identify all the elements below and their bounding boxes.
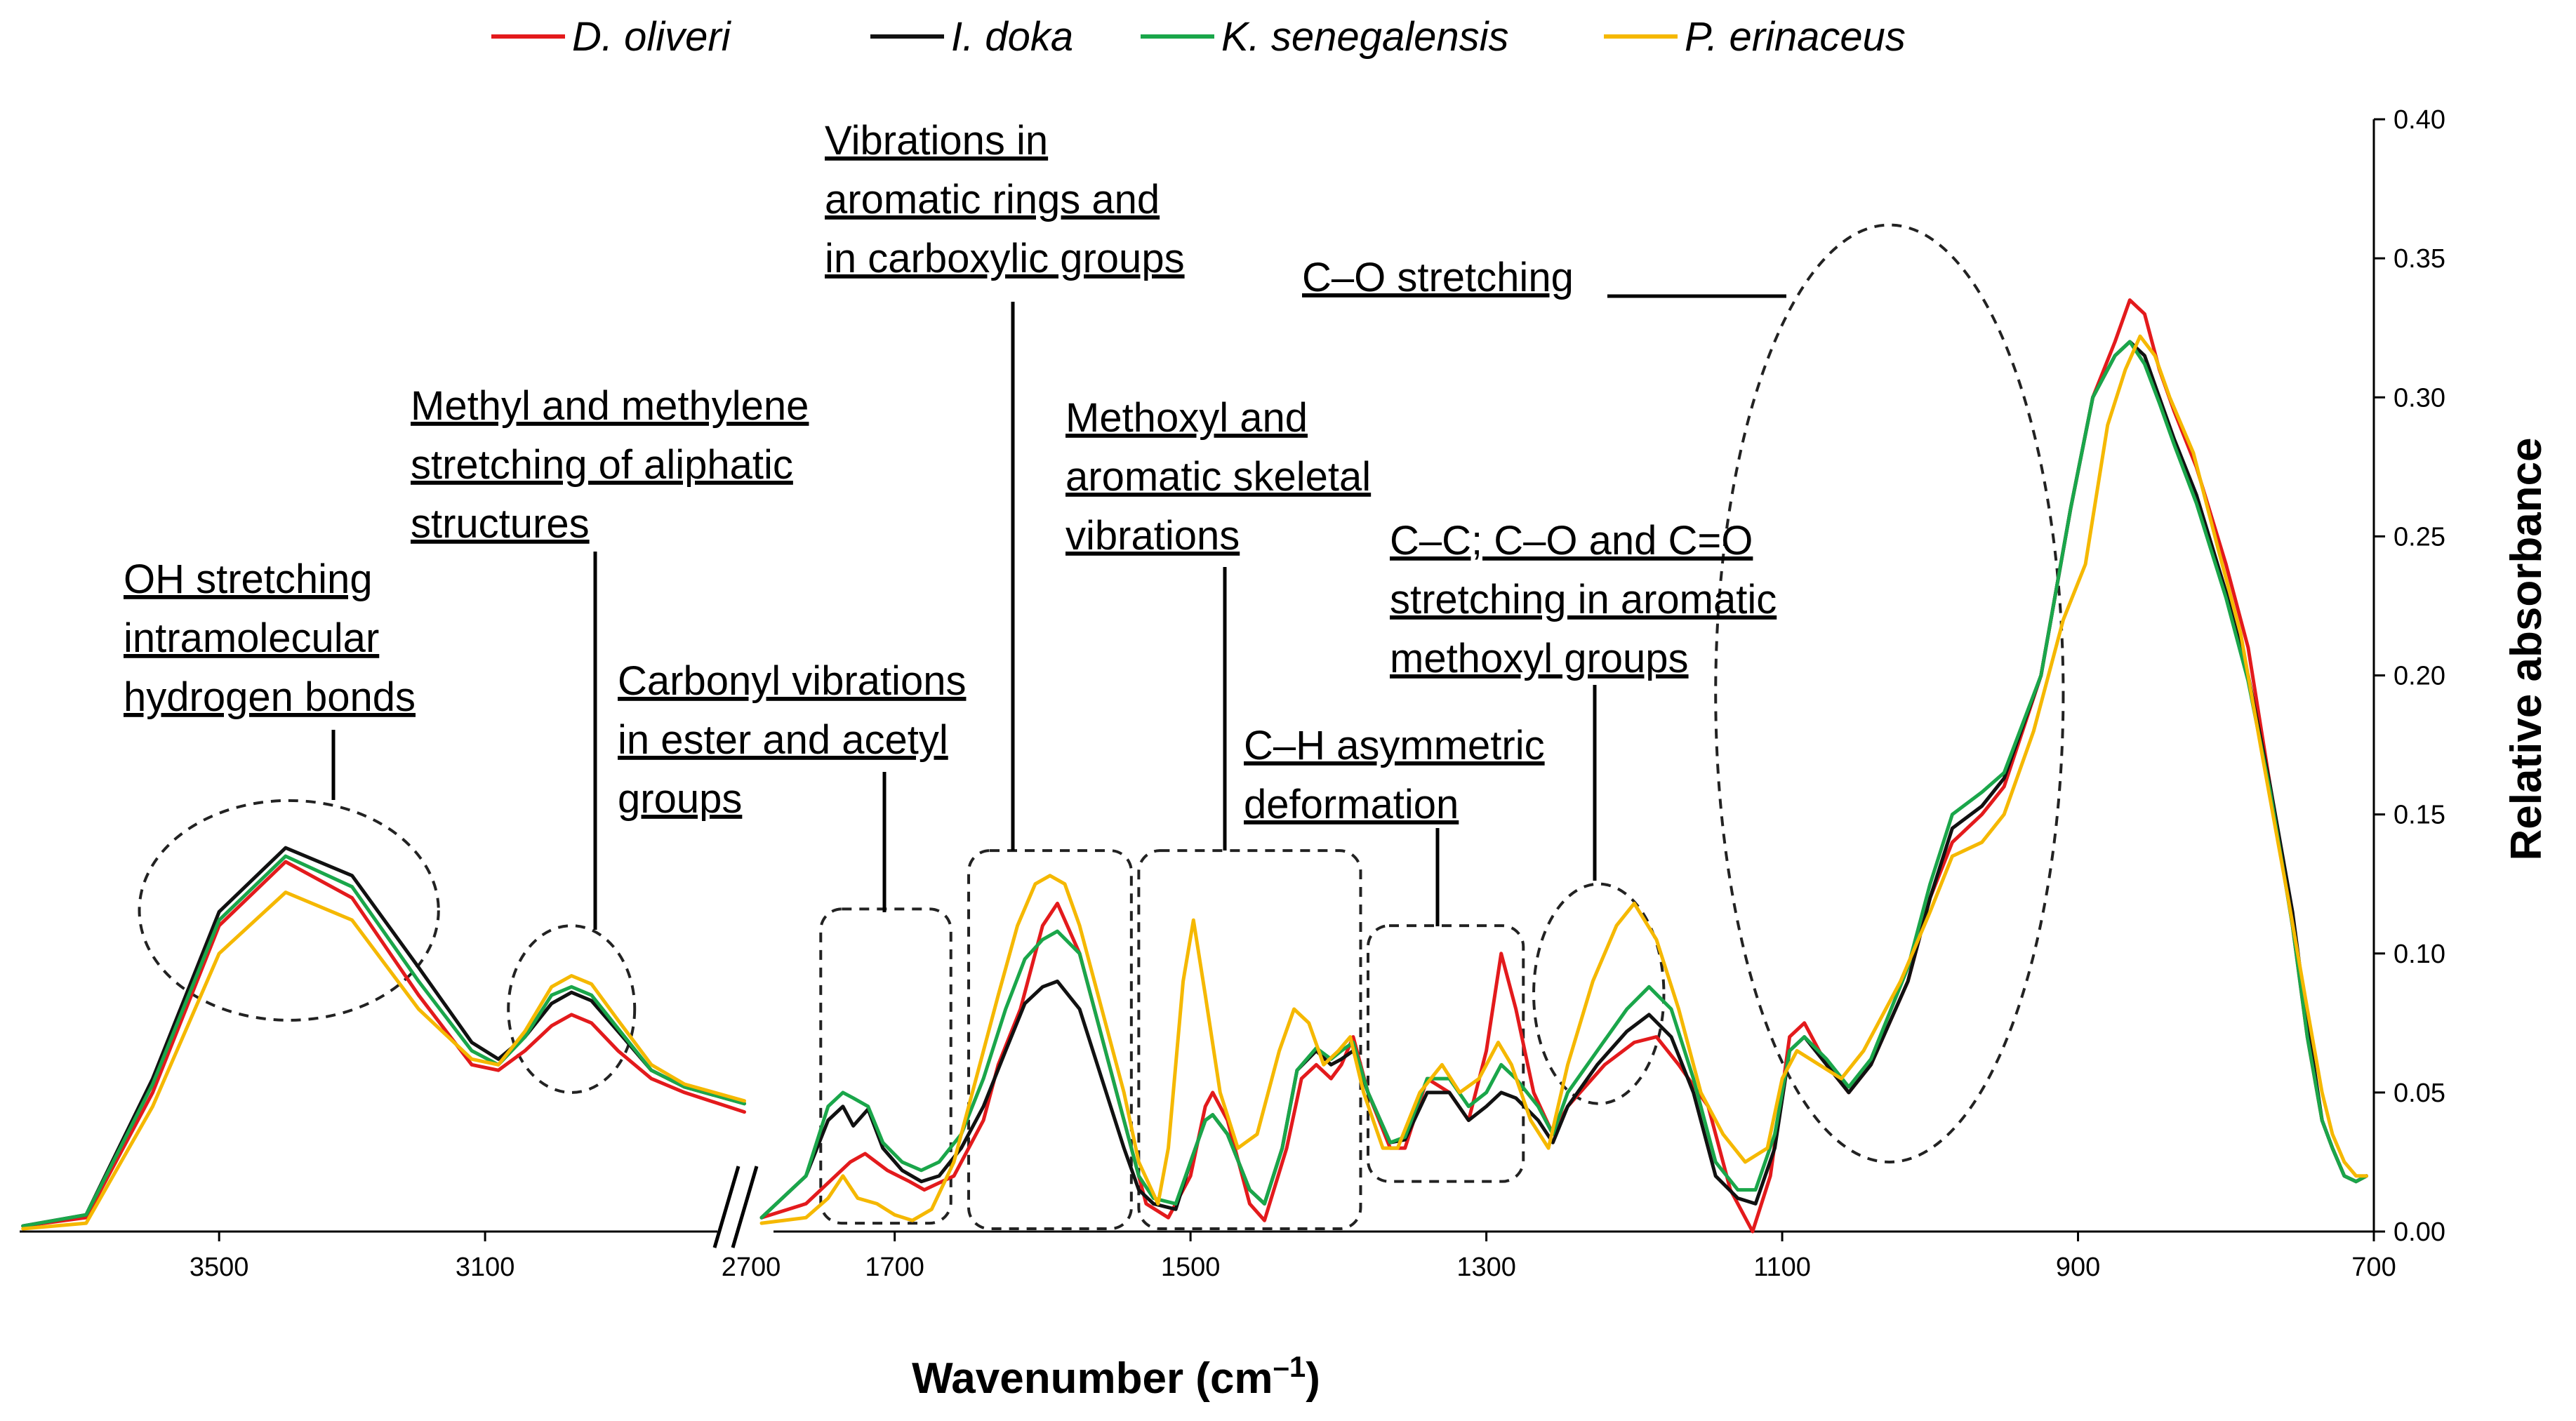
- annotation-text: deformation: [1244, 782, 1459, 827]
- region-ellipse: [138, 799, 440, 1022]
- y-tick-label: 0.00: [2394, 1217, 2445, 1247]
- y-tick-label: 0.35: [2394, 244, 2445, 274]
- legend: D. oliveri I. doka K. senegalensis P. erina…: [491, 14, 1906, 60]
- annotation-text: vibrations: [1065, 513, 1240, 559]
- annotation-text: C–H asymmetric: [1244, 723, 1545, 768]
- y-axis-title: Relative absorbance: [2502, 437, 2551, 860]
- y-tick-label: 0.05: [2394, 1079, 2445, 1108]
- annotation-text: stretching in aromatic: [1390, 577, 1777, 622]
- y-tick-label: 0.20: [2394, 662, 2445, 691]
- annotation: Methoxyl and aromatic skeletal vibrations: [1065, 395, 1371, 850]
- annotation-text: Methyl and methylene: [411, 383, 809, 429]
- x-tick-label: 900: [2056, 1253, 2100, 1282]
- legend-label: K. senegalensis: [1221, 14, 1508, 60]
- annotation-text: aromatic rings and: [825, 177, 1160, 222]
- annotation-text: C–C; C–O and C=O: [1390, 518, 1753, 563]
- annotation-text: C–O stretching: [1302, 255, 1574, 300]
- legend-entry: I. doka: [870, 14, 1073, 60]
- region-outlines: [138, 223, 2065, 1231]
- annotation: Carbonyl vibrations in ester and acetyl gr…: [618, 658, 966, 912]
- annotation: C–C; C–O and C=O stretching in aromatic me…: [1390, 518, 1777, 881]
- annotation-text: intramolecular: [124, 615, 379, 661]
- axis-break-mark: [712, 1165, 774, 1248]
- x-tick-label: 700: [2351, 1253, 2396, 1282]
- x-tick-label: 1100: [1753, 1253, 1811, 1282]
- annotation-text: methoxyl groups: [1390, 636, 1689, 681]
- annotation-text: Carbonyl vibrations: [618, 658, 966, 704]
- annotation: Vibrations in aromatic rings and in carbox…: [825, 118, 1185, 850]
- annotation-text: OH stretching: [124, 556, 373, 602]
- legend-entry: P. erinaceus: [1604, 14, 1906, 60]
- region-ellipse: [507, 924, 637, 1094]
- legend-label: I. doka: [951, 14, 1073, 60]
- annotation-text: Vibrations in: [825, 118, 1048, 164]
- series-line-k-senegalensis-fingerprint: [759, 340, 2368, 1220]
- annotation-text: structures: [411, 501, 590, 547]
- series-line-p-erinaceus-fingerprint: [759, 334, 2368, 1225]
- legend-entry: D. oliveri: [491, 14, 732, 60]
- annotation: C–H asymmetric deformation: [1244, 723, 1545, 926]
- annotations: OH stretching intramolecular hydrogen bond…: [124, 118, 1786, 930]
- axes: 0.00 0.05 0.10 0.15 0.20 0.25 0.30 0.35 0.40 3500…: [20, 105, 2445, 1282]
- region-box: [967, 849, 1133, 1231]
- annotation: C–O stretching: [1302, 255, 1786, 300]
- annotation-text: stretching of aliphatic: [411, 442, 793, 488]
- y-tick-label: 0.30: [2394, 383, 2445, 413]
- y-tick-label: 0.15: [2394, 801, 2445, 830]
- x-tick-label: 2700: [722, 1253, 781, 1282]
- annotation: OH stretching intramolecular hydrogen bond…: [124, 556, 416, 800]
- y-tick-label: 0.10: [2394, 940, 2445, 969]
- region-box: [1137, 849, 1362, 1231]
- annotation-text: in carboxylic groups: [825, 236, 1185, 281]
- legend-entry: K. senegalensis: [1141, 14, 1508, 60]
- x-tick-label: 3500: [190, 1253, 249, 1282]
- annotation-text: aromatic skeletal: [1065, 454, 1371, 500]
- annotation-text: groups: [618, 776, 742, 822]
- x-axis-title: Wavenumber (cm–1): [912, 1350, 1320, 1403]
- y-tick-label: 0.25: [2394, 522, 2445, 552]
- x-tick-label: 1700: [865, 1253, 924, 1282]
- legend-label: P. erinaceus: [1685, 14, 1906, 60]
- annotation-text: Methoxyl and: [1065, 395, 1308, 441]
- x-tick-label: 3100: [456, 1253, 515, 1282]
- region-ellipse: [1714, 223, 2065, 1163]
- annotation-text: hydrogen bonds: [124, 674, 416, 720]
- legend-label: D. oliveri: [572, 14, 732, 60]
- x-tick-label: 1300: [1456, 1253, 1516, 1282]
- plot-area: [21, 298, 2368, 1234]
- y-tick-label: 0.40: [2394, 105, 2445, 135]
- x-tick-label: 1500: [1161, 1253, 1221, 1282]
- annotation: Methyl and methylene stretching of alipha…: [411, 383, 809, 930]
- region-box: [1367, 924, 1525, 1183]
- series-line-d-oliveri-high-wavenumber: [21, 860, 746, 1228]
- annotation-text: in ester and acetyl: [618, 717, 948, 763]
- region-ellipse: [1532, 882, 1666, 1105]
- series-line-p-erinaceus-high-wavenumber: [21, 890, 746, 1231]
